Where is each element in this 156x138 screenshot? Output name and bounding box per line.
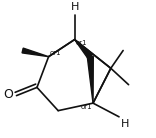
Polygon shape xyxy=(22,48,49,57)
Text: H: H xyxy=(70,2,79,13)
Polygon shape xyxy=(75,40,93,59)
Polygon shape xyxy=(87,56,93,103)
Text: or1: or1 xyxy=(76,40,87,46)
Text: or1: or1 xyxy=(50,50,61,56)
Text: H: H xyxy=(121,119,129,129)
Text: O: O xyxy=(3,88,13,101)
Text: or1: or1 xyxy=(81,104,92,110)
